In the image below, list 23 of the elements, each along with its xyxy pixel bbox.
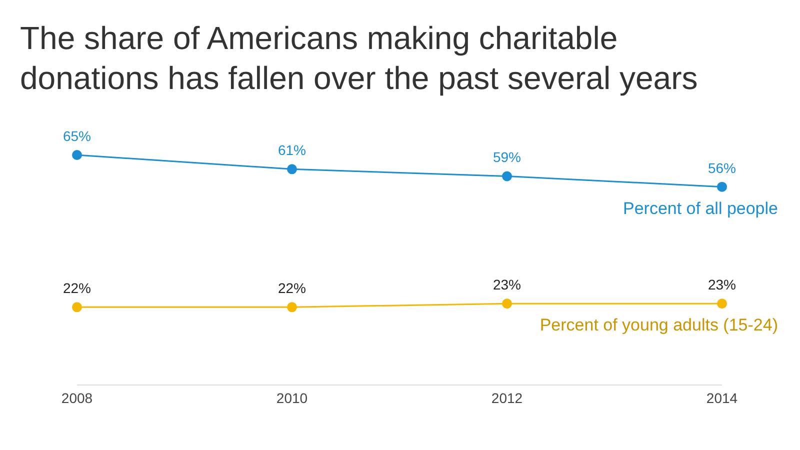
data-label: 22%	[278, 280, 306, 296]
data-label: 65%	[62, 128, 92, 144]
point	[502, 298, 512, 309]
data-label: 61%	[278, 142, 306, 158]
point	[72, 150, 82, 160]
data-label: 23%	[708, 276, 736, 293]
point	[717, 298, 727, 309]
point	[287, 302, 297, 312]
data-label: 56%	[708, 160, 736, 176]
point	[502, 171, 512, 182]
data-label: 23%	[492, 276, 522, 293]
x-tick-label: 2008	[61, 390, 93, 406]
point	[717, 182, 727, 192]
x-tick-label: 2014	[706, 390, 738, 406]
point	[72, 302, 82, 312]
x-tick-label: 2010	[276, 390, 308, 406]
series-label: Percent of young adults (15-24)	[540, 316, 778, 335]
data-label: 59%	[492, 149, 522, 166]
chart-title: The share of Americans making charitable donations has fallen over the past several years	[20, 19, 699, 98]
data-label: 22%	[62, 280, 92, 296]
x-tick-label: 2012	[491, 390, 523, 406]
point	[287, 164, 297, 174]
series-label: Percent of all people	[623, 198, 778, 218]
